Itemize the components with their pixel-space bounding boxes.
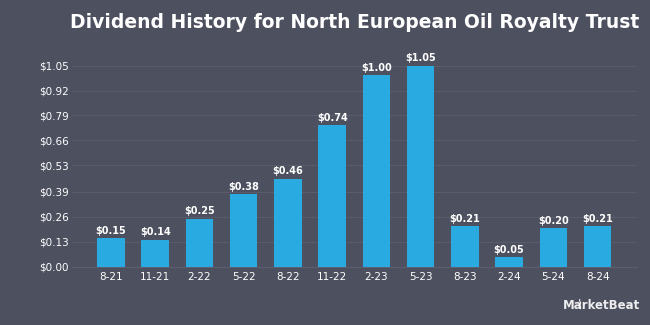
Text: $0.21: $0.21: [450, 214, 480, 224]
Text: $0.25: $0.25: [184, 206, 214, 216]
Text: $1.05: $1.05: [405, 54, 436, 63]
Bar: [495, 257, 523, 266]
Bar: [230, 194, 257, 266]
Title: Dividend History for North European Oil Royalty Trust: Dividend History for North European Oil …: [70, 13, 639, 32]
Bar: [584, 226, 611, 266]
Text: $0.38: $0.38: [228, 182, 259, 191]
Text: $0.74: $0.74: [317, 113, 348, 123]
Bar: [540, 228, 567, 266]
Bar: [363, 75, 390, 266]
Text: $0.46: $0.46: [272, 166, 304, 176]
Text: $0.14: $0.14: [140, 227, 170, 238]
Text: MarketBeat: MarketBeat: [563, 299, 640, 312]
Text: ⌇: ⌇: [576, 299, 582, 312]
Bar: [186, 219, 213, 266]
Bar: [274, 178, 302, 266]
Bar: [318, 125, 346, 266]
Text: $0.20: $0.20: [538, 216, 569, 226]
Bar: [407, 66, 434, 266]
Text: $0.21: $0.21: [582, 214, 613, 224]
Bar: [142, 240, 169, 266]
Text: $0.05: $0.05: [494, 245, 525, 255]
Text: $1.00: $1.00: [361, 63, 392, 73]
Bar: [451, 226, 478, 266]
Bar: [98, 238, 125, 266]
Text: $0.15: $0.15: [96, 226, 126, 236]
